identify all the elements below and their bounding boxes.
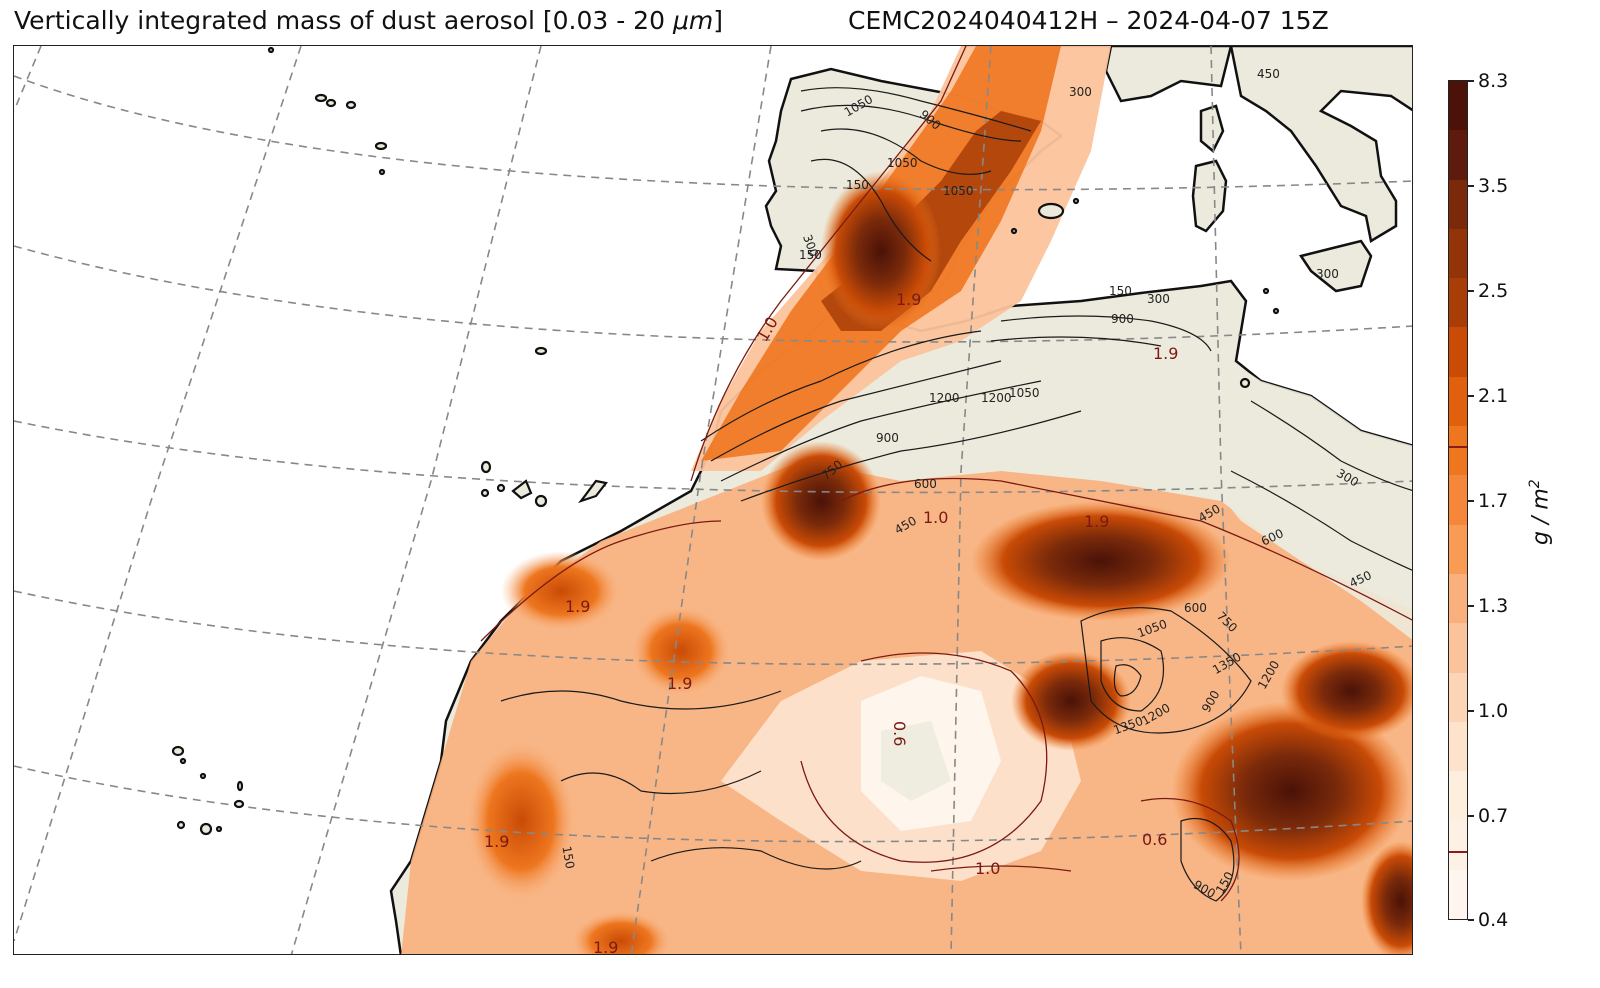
terrain-contours xyxy=(500,87,1412,902)
dust-label: 1.9 xyxy=(1084,512,1109,531)
land-sicily xyxy=(1298,239,1373,293)
colorbar-tick xyxy=(1468,395,1474,397)
colorbar-label: 0.4 xyxy=(1478,909,1509,931)
colorbar-segment xyxy=(1449,426,1467,476)
colorbar-segment xyxy=(1449,376,1467,427)
svg-text:900: 900 xyxy=(1111,312,1134,326)
colorbar-segment xyxy=(1449,771,1467,821)
svg-text:900: 900 xyxy=(876,431,899,445)
colorbar-tick xyxy=(1468,815,1474,817)
run-timestamp: CEMC2024040412H – 2024-04-07 15Z xyxy=(848,6,1329,35)
svg-text:300: 300 xyxy=(1316,267,1339,281)
colorbar-segment xyxy=(1449,820,1467,870)
svg-text:150: 150 xyxy=(799,248,822,262)
colorbar-segment xyxy=(1449,524,1467,574)
colorbar xyxy=(1448,80,1468,920)
colorbar-label: 2.1 xyxy=(1478,385,1509,407)
svg-text:1200: 1200 xyxy=(981,391,1012,405)
svg-text:600: 600 xyxy=(914,477,937,491)
title-text: Vertically integrated mass of dust aeros… xyxy=(14,6,673,35)
title-bracket: ] xyxy=(713,6,723,35)
svg-text:150: 150 xyxy=(846,178,869,192)
dust-label: 1.0 xyxy=(975,859,1000,878)
dust-contour-labels: 1.0 1.9 1.9 1.0 1.9 1.9 1.9 0.6 1.9 0.6 … xyxy=(484,290,1178,955)
colorbar-segment xyxy=(1449,179,1467,229)
colorbar-segment xyxy=(1449,869,1467,920)
colorbar-label: 3.5 xyxy=(1478,175,1509,197)
graticule xyxy=(14,46,1412,954)
land-italy xyxy=(1229,46,1412,243)
svg-text:150: 150 xyxy=(1109,284,1132,298)
colorbar-segment xyxy=(1449,81,1467,131)
dust-field xyxy=(401,46,1412,954)
svg-text:150: 150 xyxy=(559,845,577,870)
units-text: g / m xyxy=(1528,488,1554,545)
svg-text:1200: 1200 xyxy=(929,391,960,405)
dust-map-svg: 1.0 1.9 1.9 1.0 1.9 1.9 1.9 0.6 1.9 0.6 … xyxy=(14,46,1412,955)
colorbar-label: 1.7 xyxy=(1478,490,1509,512)
svg-text:600: 600 xyxy=(1184,601,1207,615)
dust-label: 1.9 xyxy=(593,938,618,955)
colorbar-segment xyxy=(1449,278,1467,328)
colorbar-units: g / m2 xyxy=(1527,479,1553,545)
dust-label: 1.9 xyxy=(484,832,509,851)
colorbar-label: 8.3 xyxy=(1478,70,1509,92)
dust-label: 0.6 xyxy=(890,721,909,746)
svg-text:1050: 1050 xyxy=(887,156,918,170)
colorbar-label: 1.3 xyxy=(1478,595,1509,617)
colorbar-tick xyxy=(1468,710,1474,712)
colorbar-tick xyxy=(1468,185,1474,187)
dust-label: 0.6 xyxy=(1142,830,1167,849)
svg-text:1050: 1050 xyxy=(943,184,974,198)
colorbar-tick xyxy=(1468,919,1474,921)
colorbar-contour-0.6 xyxy=(1449,851,1467,853)
colorbar-label: 2.5 xyxy=(1478,280,1509,302)
colorbar-tick xyxy=(1468,500,1474,502)
colorbar-label: 0.7 xyxy=(1478,805,1509,827)
dust-contours xyxy=(480,46,1412,902)
map-title: Vertically integrated mass of dust aeros… xyxy=(14,6,723,35)
colorbar-contour-1.9 xyxy=(1449,446,1467,448)
colorbar-segment xyxy=(1449,721,1467,772)
islands xyxy=(171,46,1280,836)
colorbar-segment xyxy=(1449,623,1467,673)
svg-text:300: 300 xyxy=(1069,85,1092,99)
svg-text:300: 300 xyxy=(1147,292,1170,306)
colorbar-tick xyxy=(1468,290,1474,292)
colorbar-segment xyxy=(1449,130,1467,180)
dust-label: 1.9 xyxy=(1153,344,1178,363)
dust-label: 1.9 xyxy=(896,290,921,309)
colorbar-segment xyxy=(1449,475,1467,525)
colorbar-segment xyxy=(1449,327,1467,377)
land-corsica xyxy=(1199,104,1225,153)
svg-text:450: 450 xyxy=(1257,67,1280,81)
dust-label: 1.0 xyxy=(923,508,948,527)
dust-label: 1.9 xyxy=(565,597,590,616)
title-unit: μm xyxy=(672,6,714,35)
colorbar-segment xyxy=(1449,672,1467,722)
colorbar-tick xyxy=(1468,80,1474,82)
dust-label: 1.9 xyxy=(667,674,692,693)
svg-text:1050: 1050 xyxy=(1009,386,1040,400)
map-plot-area: 1.0 1.9 1.9 1.0 1.9 1.9 1.9 0.6 1.9 0.6 … xyxy=(13,45,1413,955)
colorbar-segment xyxy=(1449,228,1467,279)
colorbar-label: 1.0 xyxy=(1478,700,1509,722)
colorbar-tick xyxy=(1468,605,1474,607)
colorbar-segment xyxy=(1449,573,1467,624)
units-exponent: 2 xyxy=(1527,479,1543,489)
